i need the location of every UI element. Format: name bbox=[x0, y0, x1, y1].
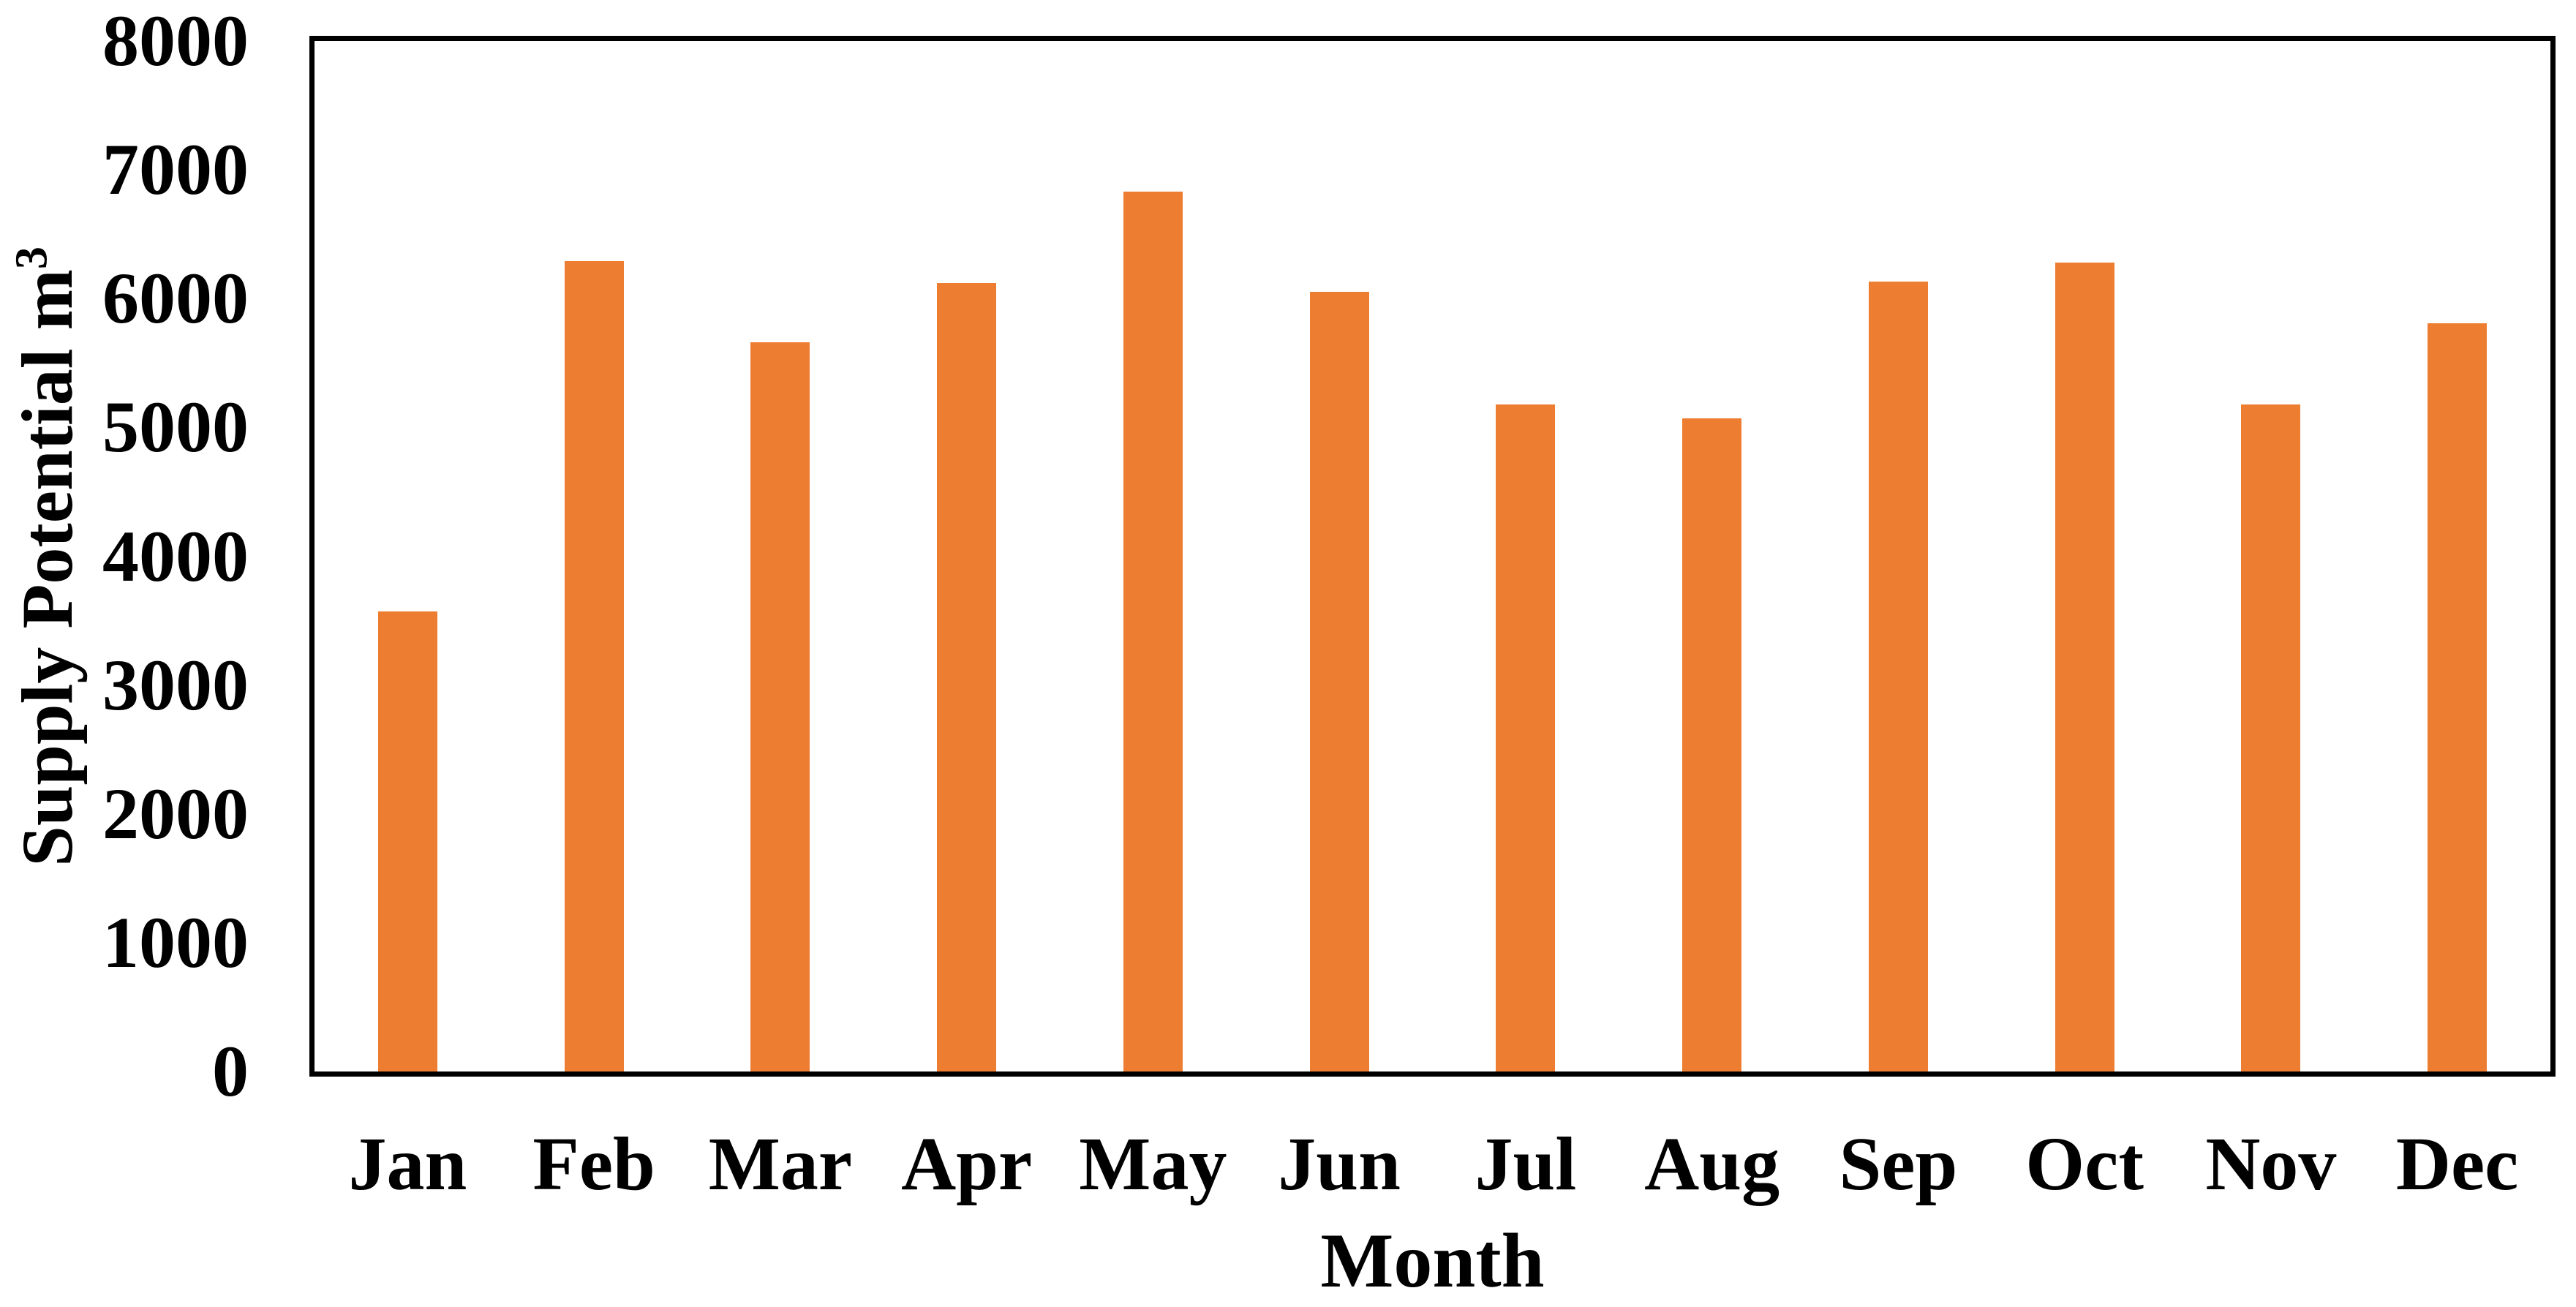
y-tick-label-6000: 6000 bbox=[102, 257, 249, 339]
x-tick-label-oct: Oct bbox=[2025, 1122, 2144, 1206]
y-tick-label-2000: 2000 bbox=[102, 772, 249, 854]
x-tick-label-jun: Jun bbox=[1278, 1122, 1401, 1206]
x-tick-label-nov: Nov bbox=[2205, 1122, 2337, 1206]
bar-apr bbox=[937, 283, 997, 1071]
y-tick-label-0: 0 bbox=[212, 1031, 249, 1112]
bar-dec bbox=[2428, 323, 2488, 1071]
x-tick-label-apr: Apr bbox=[901, 1122, 1033, 1206]
y-axis-title: Supply Potential m3 bbox=[4, 45, 91, 1069]
x-tick-label-may: May bbox=[1079, 1122, 1227, 1206]
x-tick-label-jan: Jan bbox=[348, 1122, 467, 1206]
y-tick-label-7000: 7000 bbox=[102, 129, 249, 211]
y-tick-label-4000: 4000 bbox=[102, 515, 249, 597]
bar-nov bbox=[2241, 404, 2301, 1071]
bar-aug bbox=[1682, 418, 1742, 1071]
y-tick-label-3000: 3000 bbox=[102, 644, 249, 726]
x-tick-label-aug: Aug bbox=[1644, 1122, 1780, 1206]
x-tick-label-mar: Mar bbox=[708, 1122, 853, 1206]
y-tick-label-1000: 1000 bbox=[102, 901, 249, 983]
bar-jun bbox=[1309, 292, 1369, 1071]
x-axis-title: Month bbox=[1320, 1218, 1545, 1303]
x-tick-label-feb: Feb bbox=[532, 1122, 655, 1206]
bar-jul bbox=[1496, 404, 1556, 1071]
bar-feb bbox=[564, 261, 624, 1071]
bar-mar bbox=[750, 342, 810, 1071]
x-tick-label-jul: Jul bbox=[1475, 1122, 1577, 1206]
bar-oct bbox=[2055, 262, 2114, 1071]
x-tick-label-dec: Dec bbox=[2395, 1122, 2519, 1206]
y-axis-title-superscript: 3 bbox=[7, 246, 57, 269]
y-tick-label-8000: 8000 bbox=[102, 0, 249, 81]
bar-jan bbox=[377, 611, 437, 1071]
x-tick-label-sep: Sep bbox=[1839, 1122, 1958, 1206]
bar-may bbox=[1123, 192, 1183, 1071]
bar-sep bbox=[1868, 282, 1928, 1071]
y-axis-title-text: Supply Potential m bbox=[7, 268, 88, 867]
plot-area bbox=[309, 36, 2556, 1077]
y-tick-label-5000: 5000 bbox=[102, 386, 249, 468]
